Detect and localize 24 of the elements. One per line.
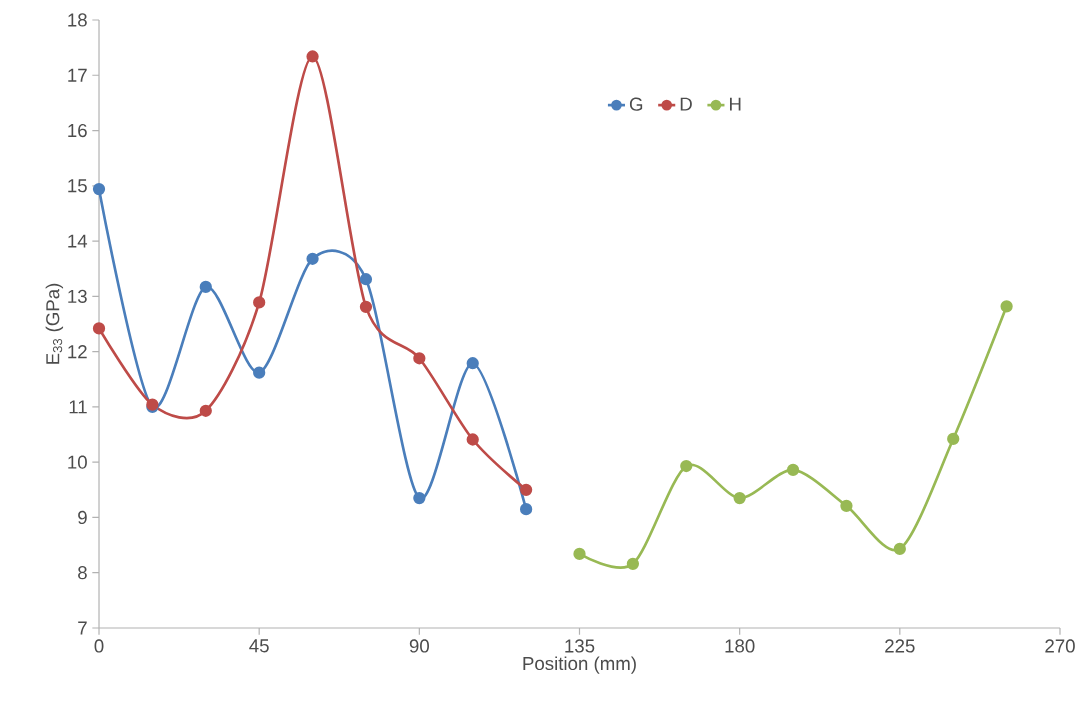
x-tick-label: 0 [94, 639, 104, 653]
y-tick-label: 14 [68, 234, 88, 248]
y-tick-label: 11 [69, 400, 87, 414]
legend-label: D [680, 97, 692, 111]
y-tick-label: 17 [68, 68, 87, 82]
legend-label: G [629, 97, 643, 111]
y-tick-label: 7 [78, 621, 87, 635]
y-tick-label: 8 [78, 566, 87, 580]
y-tick-label: 15 [68, 179, 87, 193]
x-tick-label: 180 [725, 639, 755, 653]
y-tick-label: 12 [68, 345, 87, 359]
legend-label: H [730, 97, 741, 111]
y-axis-title: E$_{33}$ (GPa) [45, 283, 64, 364]
x-tick-label: 225 [885, 639, 915, 653]
y-tick-label: 9 [78, 510, 87, 525]
x-axis-title: Position (mm) [523, 656, 636, 674]
x-tick-label: 135 [565, 639, 595, 653]
y-tick-label: 13 [68, 289, 87, 303]
x-tick-label: 90 [409, 639, 429, 653]
x-tick-label: 45 [249, 639, 269, 653]
x-tick-label: 270 [1045, 639, 1075, 653]
y-tick-label: 10 [68, 455, 87, 469]
y-tick-label: 18 [68, 13, 87, 27]
y-tick-label: 16 [68, 123, 87, 138]
